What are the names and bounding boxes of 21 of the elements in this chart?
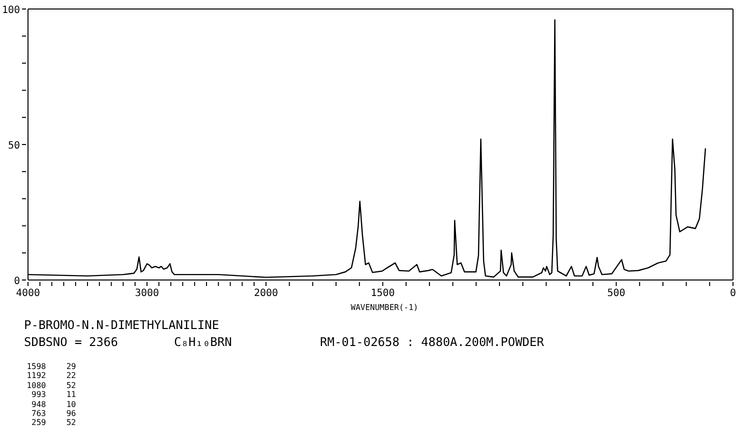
x-tick-label: 0 — [730, 288, 736, 299]
x-tick-label: 2000 — [254, 288, 278, 299]
y-tick-label: 50 — [8, 140, 20, 152]
text: 1192 22 — [26, 371, 76, 380]
text: RM-01-02658 : 4880A.200M.POWDER — [320, 335, 544, 349]
y-tick-label: 0 — [14, 276, 20, 287]
text: 259 52 — [32, 418, 76, 428]
text: 993 11 — [32, 390, 76, 400]
x-tick-label: 3000 — [134, 288, 160, 299]
text: 1598 29 — [26, 362, 76, 371]
text: 1080 52 — [26, 380, 76, 390]
x-tick-label: 1500 — [370, 288, 395, 299]
x-tick-label: 4000 — [16, 288, 40, 299]
x-tick-label: 500 — [607, 288, 626, 299]
text: C₈H₁₀BRN — [174, 335, 232, 349]
text: 948 10 — [32, 400, 76, 409]
text: SDBSNO = 2366 — [24, 335, 118, 349]
x-axis-title: WAVENUMBER(-1) — [350, 303, 418, 312]
text: P-BROMO-N.N-DIMETHYLANILINE — [24, 318, 220, 332]
text: 763 96 — [32, 409, 76, 418]
y-tick-label: 100 — [2, 5, 20, 16]
